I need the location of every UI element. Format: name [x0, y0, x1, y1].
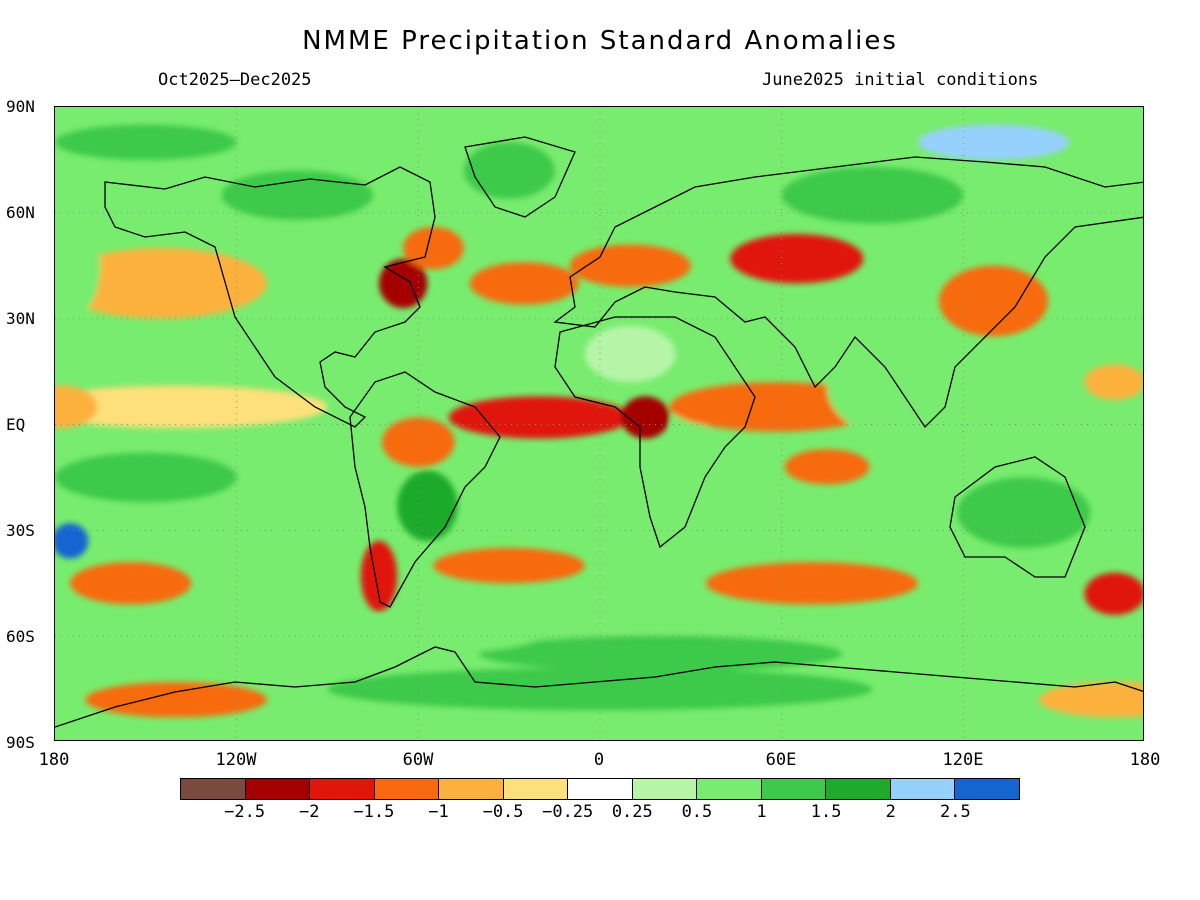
anomaly-region: [957, 477, 1091, 548]
colorbar-tick-label: −2: [298, 802, 320, 822]
lon-label-120w: 120W: [215, 750, 257, 770]
lon-label-60w: 60W: [402, 750, 434, 770]
map-title: NMME Precipitation Standard Anomalies: [302, 26, 898, 56]
lat-label-eq: EQ: [6, 415, 26, 434]
anomaly-region: [85, 682, 267, 718]
anomaly-region: [730, 234, 864, 284]
lat-label-90s: 90S: [6, 733, 35, 752]
colorbar-tick-label: 0.25: [611, 802, 653, 822]
anomaly-region: [55, 385, 328, 429]
anomaly-region: [55, 248, 267, 319]
anomaly-region: [433, 547, 585, 584]
lat-label-60n: 60N: [6, 203, 35, 222]
eurasia-coast: [553, 156, 1143, 429]
colorbar-tick-label: 2: [885, 802, 896, 822]
anomaly-region: [70, 562, 192, 605]
colorbar-tick-label: −2.5: [224, 802, 266, 822]
colorbar-tick-label: −1.5: [353, 802, 395, 822]
anomaly-region: [55, 452, 237, 503]
colorbar-swatch-2: [310, 779, 375, 799]
anomaly-region: [397, 470, 458, 541]
colorbar-tick-label: −0.25: [542, 802, 594, 822]
anomaly-region: [448, 396, 631, 439]
forecast-period: Oct2025–Dec2025: [158, 70, 312, 90]
anomaly-region: [1084, 572, 1143, 615]
anomaly-region: [705, 562, 918, 605]
lat-label-30s: 30S: [6, 521, 35, 540]
colorbar-swatch-4: [439, 779, 504, 799]
anomaly-region: [784, 449, 870, 485]
anomaly-region: [55, 523, 89, 559]
initial-conditions: June2025 initial conditions: [762, 70, 1039, 90]
colorbar-tick-label: −0.5: [482, 802, 524, 822]
anomaly-region: [917, 124, 1070, 160]
colorbar-swatch-5: [503, 779, 569, 799]
anomaly-region: [478, 484, 600, 541]
anomaly-region: [382, 417, 455, 467]
precipitation-anomaly-map: [54, 106, 1144, 741]
colorbar-swatch-12: [955, 779, 1019, 799]
colorbar-tick-label: 2.5: [940, 802, 971, 822]
anomaly-region: [478, 636, 843, 672]
lon-label-120e: 120E: [942, 750, 984, 770]
anomaly-region: [1084, 364, 1143, 400]
colorbar-swatch-9: [761, 779, 827, 799]
greenland-coast: [464, 136, 576, 218]
anomaly-region: [463, 142, 555, 199]
colorbar-tick-label: −1: [428, 802, 449, 822]
lat-label-60s: 60S: [6, 627, 35, 646]
lat-label-30n: 30N: [6, 309, 35, 328]
anomaly-region: [939, 265, 1049, 337]
colorbar-swatch-11: [890, 779, 956, 799]
lon-label-0: 0: [593, 750, 605, 770]
africa-coast: [554, 316, 756, 549]
anomaly-region: [55, 124, 237, 160]
colorbar-swatch-10: [826, 779, 891, 799]
anomaly-region: [55, 385, 98, 429]
anomaly-region: [403, 318, 525, 390]
coastlines: [55, 136, 1143, 728]
anomaly-region: [469, 262, 579, 305]
colorbar-tick-label: 1.5: [810, 802, 842, 822]
anomaly-region: [55, 212, 101, 319]
anomaly-region: [584, 325, 676, 383]
anomaly-region: [297, 618, 540, 654]
colorbar: [180, 778, 1020, 800]
lon-label-180e: 180: [1129, 750, 1161, 770]
lon-label-60e: 60E: [765, 750, 797, 770]
colorbar-swatch-1: [245, 779, 311, 799]
anomaly-region: [403, 226, 464, 270]
colorbar-swatch-3: [374, 779, 440, 799]
anomaly-region: [221, 170, 373, 220]
lon-label-180w: 180: [38, 750, 70, 770]
colorbar-swatch-8: [697, 779, 762, 799]
colorbar-swatch-7: [632, 779, 698, 799]
colorbar-swatch-6: [568, 779, 633, 799]
anomaly-region: [781, 166, 964, 224]
anomaly-region: [624, 459, 697, 531]
lat-label-90n: 90N: [6, 97, 35, 116]
south-america-coast: [349, 371, 501, 608]
colorbar-swatch-0: [181, 779, 246, 799]
australia-coast: [949, 456, 1086, 578]
north-america-coast: [104, 166, 436, 428]
colorbar-tick-label: 0.5: [681, 802, 713, 822]
anomaly-region: [827, 336, 1009, 443]
anomaly-region: [569, 244, 691, 287]
map-canvas: [55, 107, 1143, 740]
anomaly-region: [621, 396, 670, 439]
anomaly-region: [1039, 682, 1143, 718]
anomaly-region: [360, 540, 398, 612]
antarctica-coast: [55, 646, 1143, 728]
colorbar-tick-label: 1: [756, 802, 767, 822]
